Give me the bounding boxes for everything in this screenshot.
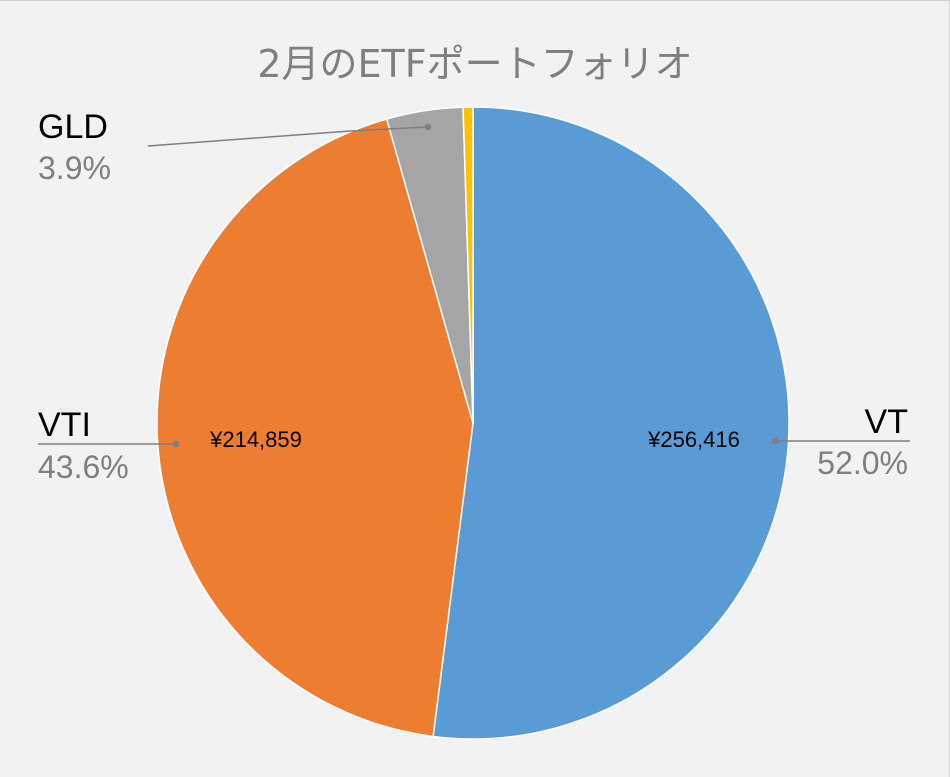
chart-title: 2月のETFポートフォリオ <box>257 42 693 86</box>
slice-value-vti: ¥214,859 <box>209 427 302 452</box>
slice-label-gld: GLD <box>38 108 108 146</box>
leader-dot-vt <box>771 437 779 445</box>
pie-slice-vti <box>156 118 474 738</box>
pie-slices <box>156 106 790 740</box>
slice-percent-gld: 3.9% <box>38 150 111 186</box>
leader-dot-vti <box>172 440 180 448</box>
pie-slice-vt <box>432 106 790 740</box>
slice-percent-vt: 52.0% <box>817 445 908 481</box>
pie-labels: VT 52.0% ¥256,416 VTI 43.6% ¥214,859 GLD 3.9% <box>38 108 910 485</box>
leader-line-gld <box>147 126 429 147</box>
slice-label-vt: VT <box>865 403 908 441</box>
leader-dot-gld <box>424 123 432 131</box>
pie-slice-slice-3 <box>462 106 474 424</box>
slice-percent-vti: 43.6% <box>38 449 129 485</box>
slice-value-vt: ¥256,416 <box>647 427 740 452</box>
slice-label-vti: VTI <box>38 406 91 444</box>
